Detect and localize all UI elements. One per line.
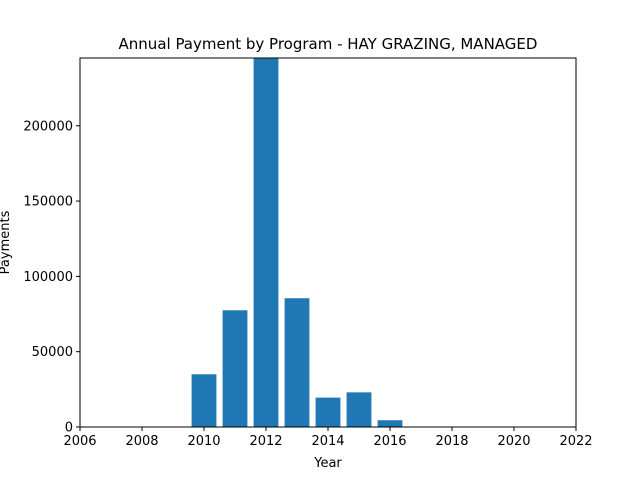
x-axis-label: Year <box>313 456 342 471</box>
chart-title: Annual Payment by Program - HAY GRAZING,… <box>119 35 538 53</box>
y-axis: 0 50000 100000 150000 200000 <box>23 119 80 436</box>
x-tick-label: 2022 <box>559 434 592 449</box>
y-tick-label: 150000 <box>23 195 73 210</box>
x-axis: 2006 2008 2010 2012 2014 2016 2018 2020 2022 <box>63 427 593 449</box>
plot-frame <box>79 57 577 428</box>
bars-group <box>191 58 403 427</box>
x-tick-label: 2006 <box>63 434 96 449</box>
x-tick-label: 2010 <box>187 434 220 449</box>
y-axis-label: Payments <box>0 210 13 274</box>
bar-2014 <box>315 397 341 427</box>
y-tick-label: 200000 <box>23 119 73 134</box>
bar-2011 <box>222 310 248 427</box>
x-tick-label: 2020 <box>497 434 530 449</box>
bar-2016 <box>377 420 403 427</box>
x-tick-label: 2014 <box>311 434 344 449</box>
y-tick-label: 0 <box>65 421 73 436</box>
x-tick-label: 2008 <box>125 434 158 449</box>
bar-2013 <box>284 298 310 427</box>
bar-2015 <box>346 392 372 427</box>
x-tick-label: 2012 <box>249 434 282 449</box>
y-tick-label: 50000 <box>32 345 73 360</box>
x-tick-label: 2016 <box>373 434 406 449</box>
x-tick-label: 2018 <box>435 434 468 449</box>
bar-2012 <box>253 58 279 427</box>
bar-2010 <box>191 374 217 427</box>
y-tick-label: 100000 <box>23 270 73 285</box>
